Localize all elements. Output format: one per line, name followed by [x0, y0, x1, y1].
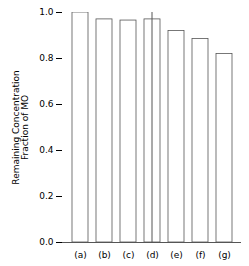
- svg-text:(f): (f): [195, 250, 205, 260]
- svg-text:0.2: 0.2: [39, 191, 53, 201]
- svg-text:(a): (a): [74, 250, 87, 260]
- svg-text:0.6: 0.6: [39, 99, 54, 109]
- svg-text:(g): (g): [218, 250, 231, 260]
- svg-text:(e): (e): [170, 250, 183, 260]
- svg-text:0.0: 0.0: [39, 237, 54, 247]
- svg-text:0.4: 0.4: [39, 145, 54, 155]
- svg-text:(c): (c): [123, 250, 135, 260]
- svg-text:1.0: 1.0: [39, 7, 54, 17]
- svg-text:(d): (d): [146, 250, 159, 260]
- svg-text:(b): (b): [98, 250, 111, 260]
- svg-text:0.8: 0.8: [39, 53, 54, 63]
- svg-text:Remaining ConcentrationFractio: Remaining ConcentrationFraction of MO: [11, 70, 30, 184]
